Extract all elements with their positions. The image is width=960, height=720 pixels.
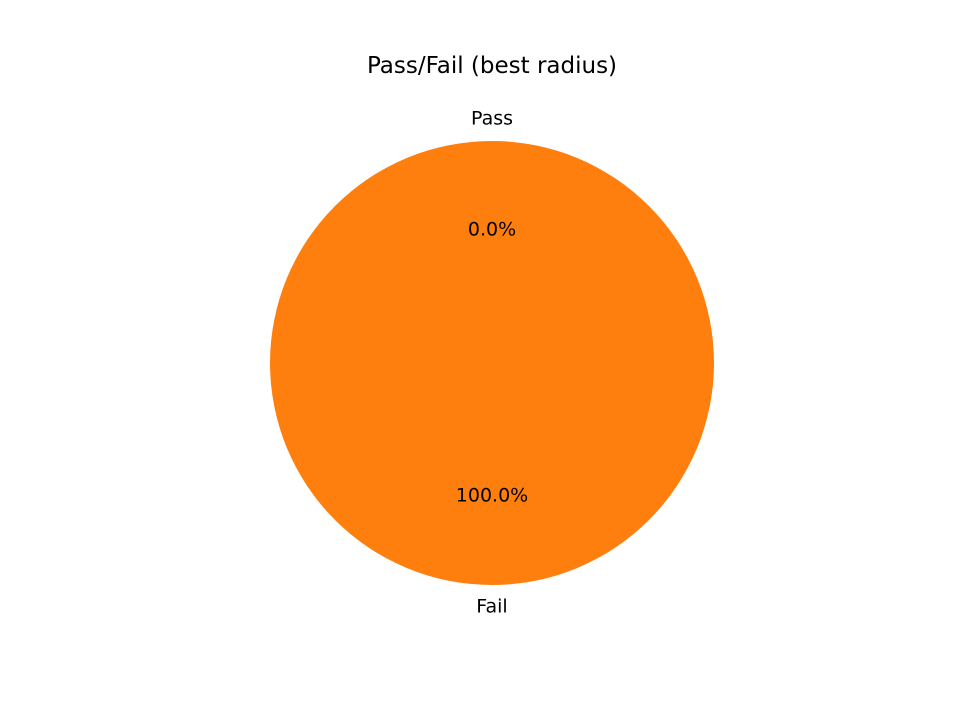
pie-slice-fail [270, 141, 714, 585]
pie-labels: Pass 0.0% Fail 100.0% [456, 107, 528, 617]
pie-slices [270, 141, 714, 585]
pie-slice-fail-label: Fail [476, 596, 507, 618]
pie-slice-pass-label: Pass [471, 107, 513, 129]
chart-title: Pass/Fail (best radius) [367, 53, 617, 79]
pie-slice-pass-percent: 0.0% [468, 218, 516, 240]
pie-slice-fail-percent: 100.0% [456, 485, 528, 507]
